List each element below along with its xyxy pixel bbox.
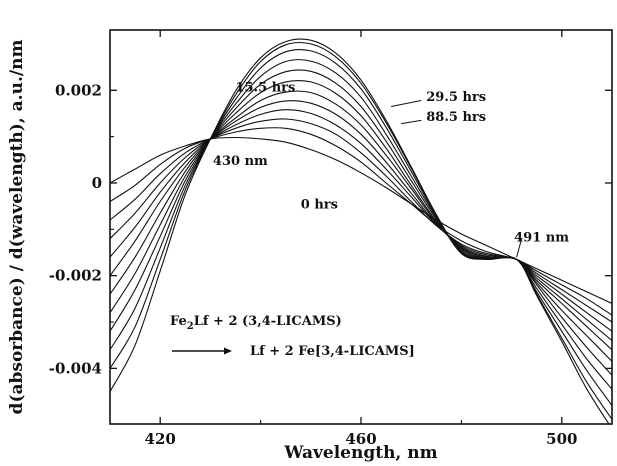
x-tick-label: 420 <box>145 430 176 448</box>
leader-line <box>391 99 422 107</box>
x-axis-title: Wavelength, nm <box>283 443 437 463</box>
time-label-0h: 0 hrs <box>301 198 338 213</box>
reaction-arrow-head <box>224 347 232 355</box>
reaction-reactant: Fe <box>170 314 187 329</box>
y-tick-label: 0.002 <box>55 81 102 99</box>
spectrum-line <box>110 127 612 316</box>
spectrum-line <box>110 136 612 305</box>
time-label-29-5h: 29.5 hrs <box>426 90 486 105</box>
time-label-15-5h: 15.5 hrs <box>236 81 296 96</box>
y-tick-label: -0.002 <box>49 267 102 285</box>
spectrum-line <box>110 38 610 424</box>
annotation-leaders <box>391 99 523 258</box>
spectrum-line <box>110 69 612 376</box>
y-axis-title: d(absorbance) / d(wavelength), a.u./nm <box>7 40 27 415</box>
leader-line <box>401 119 422 125</box>
spectrum-line <box>110 79 612 362</box>
reaction-subscript: 2 <box>187 321 194 332</box>
spectrum-line <box>110 59 612 390</box>
reaction-line-2: Lf + 2 Fe[3,4-LICAMS] <box>250 344 415 359</box>
spectra-curves <box>110 38 612 424</box>
isosbestic-label-491: 491 nm <box>514 230 569 245</box>
x-tick-label: 460 <box>345 430 376 448</box>
spectrum-line <box>110 109 612 332</box>
isosbestic-label-430: 430 nm <box>213 154 268 169</box>
spectrum-line <box>110 118 612 323</box>
y-tick-label: 0 <box>92 174 102 192</box>
reaction-line-1: Fe2Lf + 2 (3,4-LICAMS) <box>170 314 342 332</box>
leader-line <box>516 238 523 258</box>
x-tick-label: 500 <box>546 430 577 448</box>
reaction-reactant-rest: Lf + 2 (3,4-LICAMS) <box>194 314 342 329</box>
y-tick-label: -0.004 <box>49 359 102 377</box>
time-label-88-5h: 88.5 hrs <box>426 110 486 125</box>
spectrum-line <box>110 90 612 351</box>
spectrum-line <box>110 100 612 342</box>
axis-ticks <box>110 30 612 424</box>
